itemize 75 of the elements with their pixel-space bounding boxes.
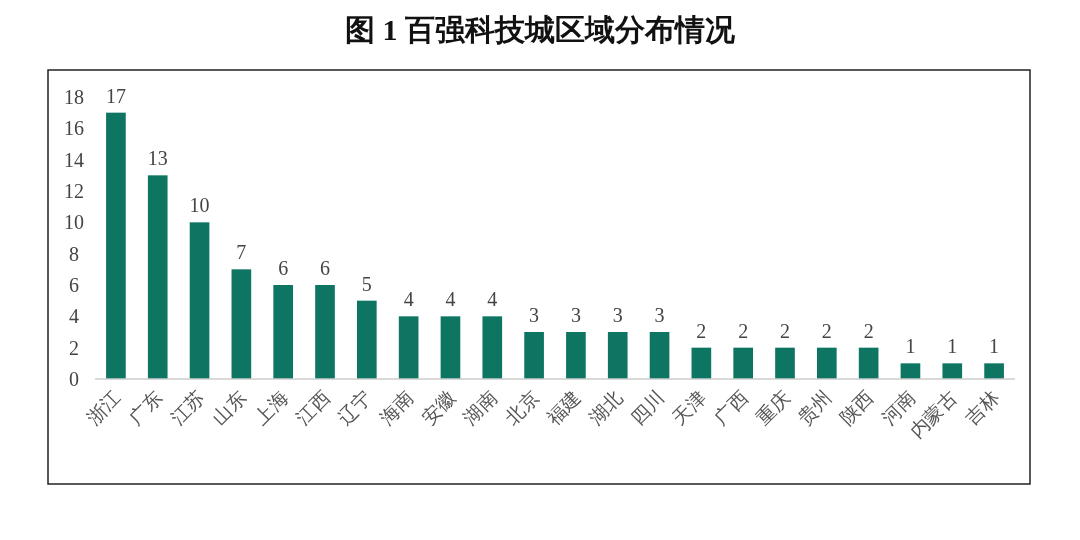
data-label: 4: [487, 288, 498, 311]
data-label: 4: [445, 288, 456, 311]
bar: [691, 347, 712, 379]
x-tick-label: 安徽: [417, 386, 460, 429]
x-tick-label: 辽宁: [333, 386, 376, 429]
bar: [816, 347, 837, 379]
bar: [440, 316, 461, 379]
data-label: 10: [189, 194, 210, 217]
data-label: 6: [278, 257, 289, 279]
x-tick-label: 广西: [710, 386, 753, 429]
x-tick-label: 浙江: [83, 386, 125, 429]
chart-title: 图 1 百强科技城区域分布情况: [345, 13, 736, 46]
data-label: 2: [780, 319, 790, 342]
x-tick-label: 陕西: [835, 386, 878, 429]
y-tick-label: 14: [64, 148, 84, 171]
data-label: 1: [947, 335, 958, 358]
data-label: 6: [320, 257, 330, 279]
bar: [106, 112, 126, 379]
y-tick-label: 6: [69, 274, 79, 296]
x-tick-label: 重庆: [752, 386, 794, 429]
data-label: 3: [612, 304, 623, 326]
data-label: 2: [696, 319, 707, 342]
bar: [775, 347, 795, 379]
x-tick-label: 湖北: [584, 386, 627, 429]
y-tick-label: 18: [64, 86, 84, 108]
x-tick-label: 天津: [668, 386, 711, 429]
x-tick-label: 江苏: [166, 386, 209, 429]
y-tick-label: 10: [64, 211, 84, 234]
x-tick-label: 贵州: [793, 386, 836, 429]
y-tick-label: 4: [69, 305, 79, 328]
x-tick-label: 吉林: [961, 386, 1003, 429]
x-tick-label: 四川: [626, 386, 669, 429]
x-tick-label: 山东: [208, 386, 251, 429]
data-label: 2: [821, 319, 832, 342]
data-label: 5: [361, 272, 372, 295]
x-tick-label: 江西: [292, 386, 334, 429]
bar: [231, 269, 252, 379]
x-tick-label: 广东: [124, 386, 167, 429]
x-tick-label: 湖南: [459, 386, 502, 429]
y-tick-label: 8: [69, 242, 79, 265]
data-label: 3: [654, 304, 665, 326]
x-tick-label: 上海: [250, 386, 293, 429]
y-tick-label: 0: [69, 368, 79, 390]
bar: [315, 285, 335, 379]
bar: [482, 316, 503, 379]
data-label: 3: [529, 304, 540, 326]
bar: [147, 175, 168, 379]
x-tick-label: 福建: [543, 386, 585, 429]
data-label: 3: [570, 304, 581, 326]
data-label: 13: [147, 147, 168, 170]
bar: [356, 300, 377, 379]
bar: [566, 332, 586, 379]
y-tick-label: 16: [64, 117, 84, 140]
y-tick-label: 2: [69, 336, 79, 359]
data-label: 7: [236, 241, 247, 264]
y-tick-label: 12: [64, 180, 84, 202]
bar: [733, 347, 754, 379]
x-tick-label: 北京: [501, 386, 543, 429]
bar: [398, 316, 419, 379]
data-label: 1: [989, 335, 1000, 358]
x-tick-label: 海南: [375, 386, 418, 429]
bar: [858, 347, 879, 379]
data-label: 17: [105, 84, 126, 107]
bar: [524, 332, 544, 379]
data-label: 1: [905, 335, 916, 358]
bar: [900, 363, 921, 379]
data-label: 2: [738, 319, 749, 342]
bar: [273, 285, 294, 379]
bar: [984, 363, 1004, 379]
data-label: 2: [863, 319, 874, 342]
bar: [649, 332, 670, 379]
data-label: 4: [403, 288, 414, 311]
bar: [607, 332, 628, 379]
bar: [942, 363, 963, 379]
bar: [189, 222, 210, 379]
